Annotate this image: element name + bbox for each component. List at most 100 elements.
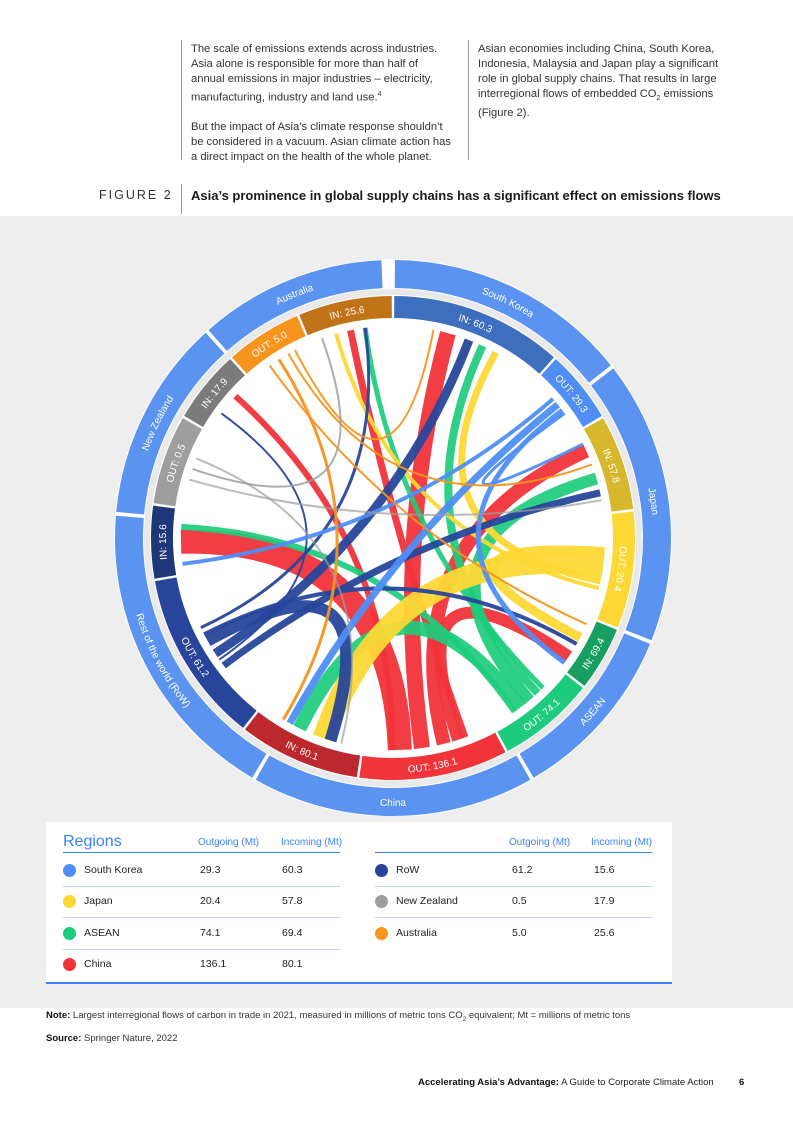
source-label: Source: bbox=[46, 1032, 82, 1044]
chord-flow-26 bbox=[287, 353, 593, 487]
legend-region-name: China bbox=[84, 958, 112, 970]
outer-label-china: China bbox=[380, 798, 407, 809]
legend-swatch bbox=[63, 958, 76, 971]
legend-outgoing-value: 136.1 bbox=[200, 958, 227, 970]
chord-flow-25 bbox=[277, 358, 339, 721]
ring-out-asean bbox=[497, 674, 583, 752]
legend-swatch bbox=[63, 927, 76, 940]
note-text-a: Largest interregional flows of carbon in… bbox=[70, 1010, 463, 1021]
chord-flow-8 bbox=[444, 344, 541, 696]
intro-right-paragraph: Asian economies including China, South K… bbox=[478, 42, 728, 121]
ring-separator bbox=[144, 289, 642, 787]
legend-incoming-value: 15.6 bbox=[594, 864, 615, 876]
legend-region-name: South Korea bbox=[84, 864, 143, 876]
chord-flow-5 bbox=[233, 393, 396, 751]
legend-region-name: New Zealand bbox=[396, 895, 458, 907]
intro-left-text-1: The scale of emissions extends across in… bbox=[191, 43, 438, 104]
chord-flow-18 bbox=[203, 586, 578, 646]
chord-flow-27 bbox=[268, 364, 588, 626]
page-number: 6 bbox=[739, 1077, 745, 1088]
legend-header-incoming-left: Incoming (Mt) bbox=[281, 837, 343, 848]
chord-flow-4 bbox=[347, 329, 469, 739]
outer-label-china-text: China bbox=[380, 798, 407, 809]
outer-ring-segment-asean bbox=[519, 633, 651, 778]
outer-ring-segment-row bbox=[114, 515, 267, 778]
legend-incoming-value: 17.9 bbox=[594, 895, 615, 907]
ring-out-china bbox=[359, 732, 506, 781]
legend-incoming-value: 80.1 bbox=[282, 958, 303, 970]
source-text: Springer Nature, 2022 bbox=[81, 1032, 178, 1044]
legend-swatch bbox=[63, 895, 76, 908]
legend-region-name: ASEAN bbox=[84, 927, 120, 939]
outer-ring-segment-japan bbox=[591, 368, 671, 641]
intro-left-paragraph-2: But the impact of Asia’s climate respons… bbox=[191, 120, 451, 163]
legend-swatch bbox=[375, 895, 388, 908]
co2-subscript: 2 bbox=[656, 95, 661, 103]
chord-flow-12 bbox=[458, 350, 602, 585]
legend-incoming-value: 60.3 bbox=[282, 864, 303, 876]
footer-title-bold: Accelerating Asia’s Advantage: bbox=[418, 1077, 559, 1088]
outer-ring-segment-australia bbox=[208, 260, 383, 352]
note-co2-subscript: 2 bbox=[462, 1015, 467, 1023]
source-line: Source: Springer Nature, 2022 bbox=[46, 1029, 630, 1048]
legend-header-rule-left bbox=[63, 852, 340, 853]
legend-header-rule-right bbox=[375, 852, 652, 853]
ring-in-row bbox=[151, 505, 177, 579]
ring-in-south-korea bbox=[394, 296, 554, 374]
ring-out-new-zealand bbox=[153, 418, 202, 507]
outer-label-japan: Japan bbox=[645, 487, 660, 516]
legend-row-south-korea: South Korea 29.3 60.3 bbox=[63, 856, 340, 887]
chord-flow-19 bbox=[200, 327, 371, 629]
outer-ring-segment-south-korea bbox=[394, 260, 611, 383]
intro-left-column: The scale of emissions extends across in… bbox=[191, 42, 453, 179]
ring-in-new-zealand bbox=[184, 359, 245, 428]
legend-row-divider bbox=[375, 886, 652, 887]
ring-out-row bbox=[154, 577, 257, 728]
ring-in-japan bbox=[584, 418, 634, 512]
legend-row-divider bbox=[63, 886, 340, 887]
outer-ring-segment-china bbox=[255, 755, 531, 816]
ring-label-in-row: IN: 15.6 bbox=[158, 524, 170, 561]
legend-row-divider bbox=[375, 917, 652, 918]
ring-in-asean bbox=[567, 621, 617, 686]
chord-flow-30 bbox=[196, 457, 353, 744]
legend-row-asean: ASEAN 74.1 69.4 bbox=[63, 919, 340, 950]
column-rule-right bbox=[468, 40, 469, 160]
chord-flow-2 bbox=[426, 444, 590, 746]
legend-outgoing-value: 74.1 bbox=[200, 927, 221, 939]
legend-outgoing-value: 29.3 bbox=[200, 864, 221, 876]
legend-region-name: Japan bbox=[84, 895, 113, 907]
legend-outgoing-value: 61.2 bbox=[512, 864, 533, 876]
intro-right-column: Asian economies including China, South K… bbox=[478, 42, 728, 135]
column-rule-left bbox=[181, 40, 182, 160]
outer-ring-segment-new-zealand bbox=[116, 332, 225, 515]
chord-flow-14 bbox=[334, 333, 600, 591]
chord-flow-28 bbox=[294, 329, 435, 441]
legend-outgoing-value: 0.5 bbox=[512, 895, 527, 907]
legend-row-japan: Japan 20.4 57.8 bbox=[63, 887, 340, 918]
legend-row-china: China 136.1 80.1 bbox=[63, 950, 340, 981]
legend-header-outgoing-left: Outgoing (Mt) bbox=[198, 837, 260, 848]
legend-header-outgoing-right: Outgoing (Mt) bbox=[509, 837, 571, 848]
chord-flow-24 bbox=[481, 412, 584, 486]
note-label: Note: bbox=[46, 1010, 71, 1021]
intro-left-paragraph-1: The scale of emissions extends across in… bbox=[191, 42, 453, 106]
legend-header-incoming-right: Incoming (Mt) bbox=[591, 837, 653, 848]
footnote-ref: 4 bbox=[377, 91, 382, 98]
legend-outgoing-value: 5.0 bbox=[512, 927, 527, 939]
chord-flow-17 bbox=[204, 600, 353, 743]
chord-flow-31 bbox=[188, 478, 602, 516]
ring-out-south-korea bbox=[541, 359, 602, 428]
intro-right-text-a: Asian economies including China, South K… bbox=[478, 43, 719, 100]
chord-flow-9 bbox=[181, 523, 518, 714]
figure-label: FIGURE 2 bbox=[99, 188, 173, 202]
legend-row-row: RoW 61.2 15.6 bbox=[375, 856, 652, 887]
legend-title: Regions bbox=[63, 833, 122, 850]
legend-swatch bbox=[375, 927, 388, 940]
legend-incoming-value: 25.6 bbox=[594, 927, 615, 939]
figure-notes: Note: Largest interregional flows of car… bbox=[46, 1006, 630, 1048]
legend-outgoing-value: 20.4 bbox=[200, 895, 221, 907]
legend-swatch bbox=[63, 864, 76, 877]
footer-title-rest: A Guide to Corporate Climate Action bbox=[558, 1077, 714, 1088]
